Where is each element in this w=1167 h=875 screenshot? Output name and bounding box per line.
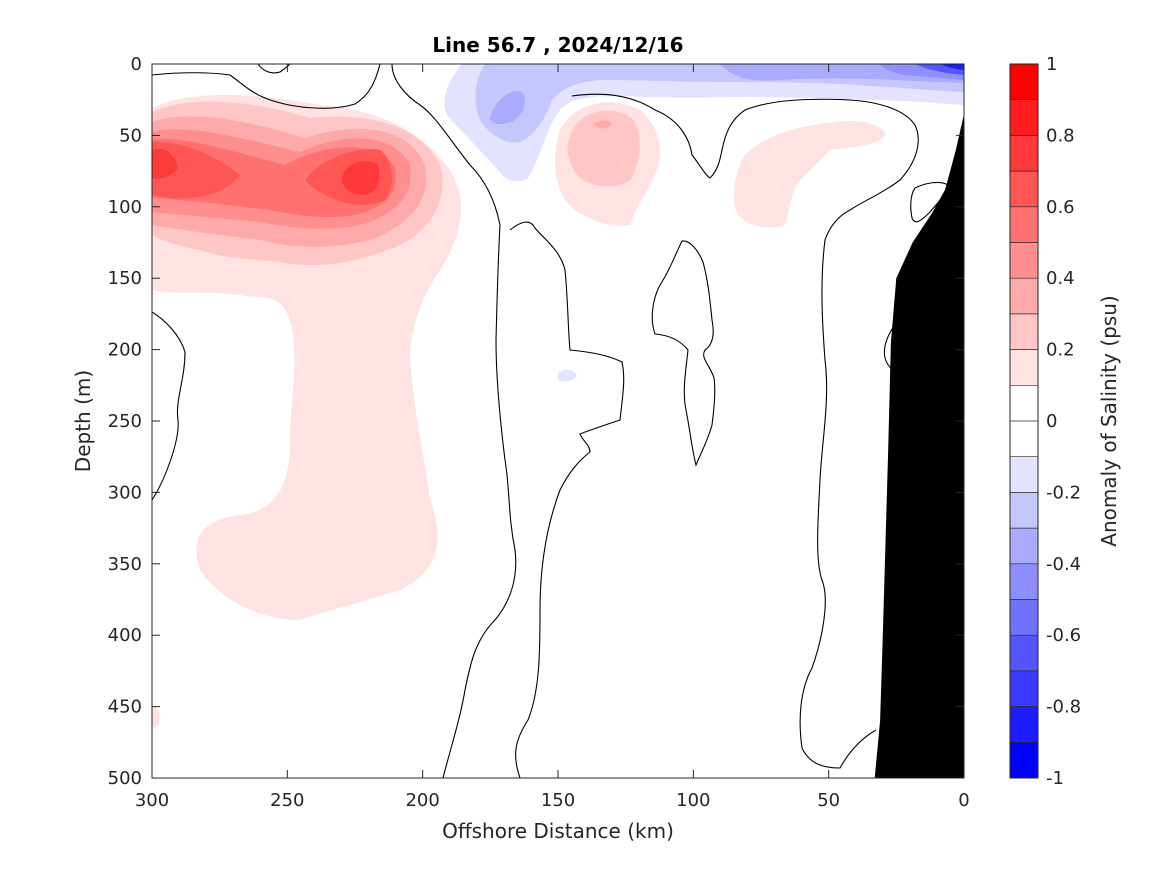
y-axis-title: Depth (m): [71, 370, 95, 472]
colorbar-level: [1010, 206, 1038, 243]
x-tick-label: 150: [541, 790, 575, 811]
colorbar-level: [1010, 563, 1038, 600]
y-tick-label: 400: [108, 625, 142, 646]
colorbar-level: [1010, 64, 1038, 100]
x-tick-label: 0: [958, 790, 969, 811]
y-tick-label: 200: [108, 340, 142, 361]
y-tick-label: 450: [108, 697, 142, 718]
contour-line: [391, 64, 517, 778]
contour-fills: [152, 64, 964, 728]
colorbar-level: [1010, 528, 1038, 564]
contour-line: [509, 221, 625, 778]
y-tick-label: 50: [119, 125, 142, 146]
chart-title: Line 56.7 , 2024/12/16: [432, 33, 683, 57]
anomaly-fill-neg-small: [558, 369, 577, 382]
anomaly-fill-neg-0.1: [444, 64, 964, 182]
anomaly-fill-pos-0.6-west: [152, 141, 240, 199]
contour-line: [651, 240, 716, 467]
zero-contour-lines: [152, 64, 949, 778]
colorbar-level: [1010, 242, 1038, 279]
colorbar-level: [1010, 135, 1038, 172]
y-tick-label: 500: [108, 768, 142, 789]
anomaly-fill-neg-0.8: [940, 64, 964, 70]
colorbar-tick-label: 0.4: [1046, 268, 1075, 289]
colorbar-tick-label: 0.2: [1046, 340, 1075, 361]
colorbar-level: [1010, 385, 1038, 421]
colorbar-tick-label: 0: [1046, 411, 1057, 432]
anomaly-fill-neg-0.3: [490, 91, 526, 125]
colorbar-level: [1010, 421, 1038, 457]
colorbar: [1009, 63, 1039, 779]
colorbar-tick-label: -0.2: [1046, 482, 1081, 503]
colorbar-level: [1010, 706, 1038, 743]
colorbar-level: [1010, 492, 1038, 529]
colorbar-level: [1010, 742, 1038, 778]
colorbar-level: [1010, 313, 1038, 350]
x-tick-label: 300: [135, 790, 169, 811]
colorbar-level: [1010, 171, 1038, 207]
colorbar-tick-label: 1: [1046, 54, 1057, 75]
contour-line: [152, 311, 186, 501]
x-tick-label: 100: [676, 790, 710, 811]
colorbar-label: Anomaly of Salinity (psu): [1097, 295, 1121, 546]
x-tick-label: 250: [270, 790, 304, 811]
x-tick-label: 200: [405, 790, 439, 811]
y-axis: 0 50 100 150 200 250 300 350 400 450 500: [108, 54, 964, 789]
colorbar-tick-label: -0.6: [1046, 625, 1081, 646]
colorbar-level: [1010, 349, 1038, 386]
anomaly-fill-pos-0.7-east: [341, 161, 380, 195]
colorbar-level: [1010, 670, 1038, 707]
contour-line: [571, 93, 919, 769]
colorbar-tick-label: 0.8: [1046, 125, 1075, 146]
y-tick-label: 150: [108, 268, 142, 289]
colorbar-frame: [1009, 63, 1039, 779]
colorbar-level: [1010, 599, 1038, 636]
anomaly-fill-pos-east: [734, 120, 885, 228]
anomaly-fill-neg-0.2: [475, 64, 964, 143]
colorbar-tick-label: 0.6: [1046, 197, 1075, 218]
anomaly-fill-pos-0.1-small: [152, 705, 160, 728]
colorbar-tick-label: -0.4: [1046, 554, 1081, 575]
contour-line: [910, 181, 949, 223]
y-tick-label: 300: [108, 482, 142, 503]
colorbar-level: [1010, 278, 1038, 314]
colorbar-level: [1010, 456, 1038, 493]
colorbar-ticks: 1 0.8 0.6 0.4 0.2 0 -0.2 -0.4 -0.6 -0.8 -1: [1046, 54, 1081, 789]
anomaly-fill-pos-0.7-west: [152, 148, 178, 179]
colorbar-level: [1010, 99, 1038, 136]
colorbar-level: [1010, 635, 1038, 671]
contour-line: [257, 64, 291, 74]
y-tick-label: 0: [131, 54, 142, 75]
y-tick-label: 350: [108, 554, 142, 575]
contour-line: [152, 64, 381, 109]
anomaly-fill-pos-mid-core: [567, 110, 640, 187]
y-tick-label: 250: [108, 411, 142, 432]
colorbar-tick-label: -1: [1046, 768, 1064, 789]
x-axis: 300 250 200 150 100 50 0: [135, 64, 970, 811]
x-axis-title: Offshore Distance (km): [442, 819, 674, 843]
y-tick-label: 100: [108, 197, 142, 218]
x-tick-label: 50: [817, 790, 840, 811]
bathymetry-seafloor: [874, 114, 964, 778]
anomaly-fill-pos-mid-peak: [594, 120, 612, 129]
colorbar-tick-label: -0.8: [1046, 697, 1081, 718]
